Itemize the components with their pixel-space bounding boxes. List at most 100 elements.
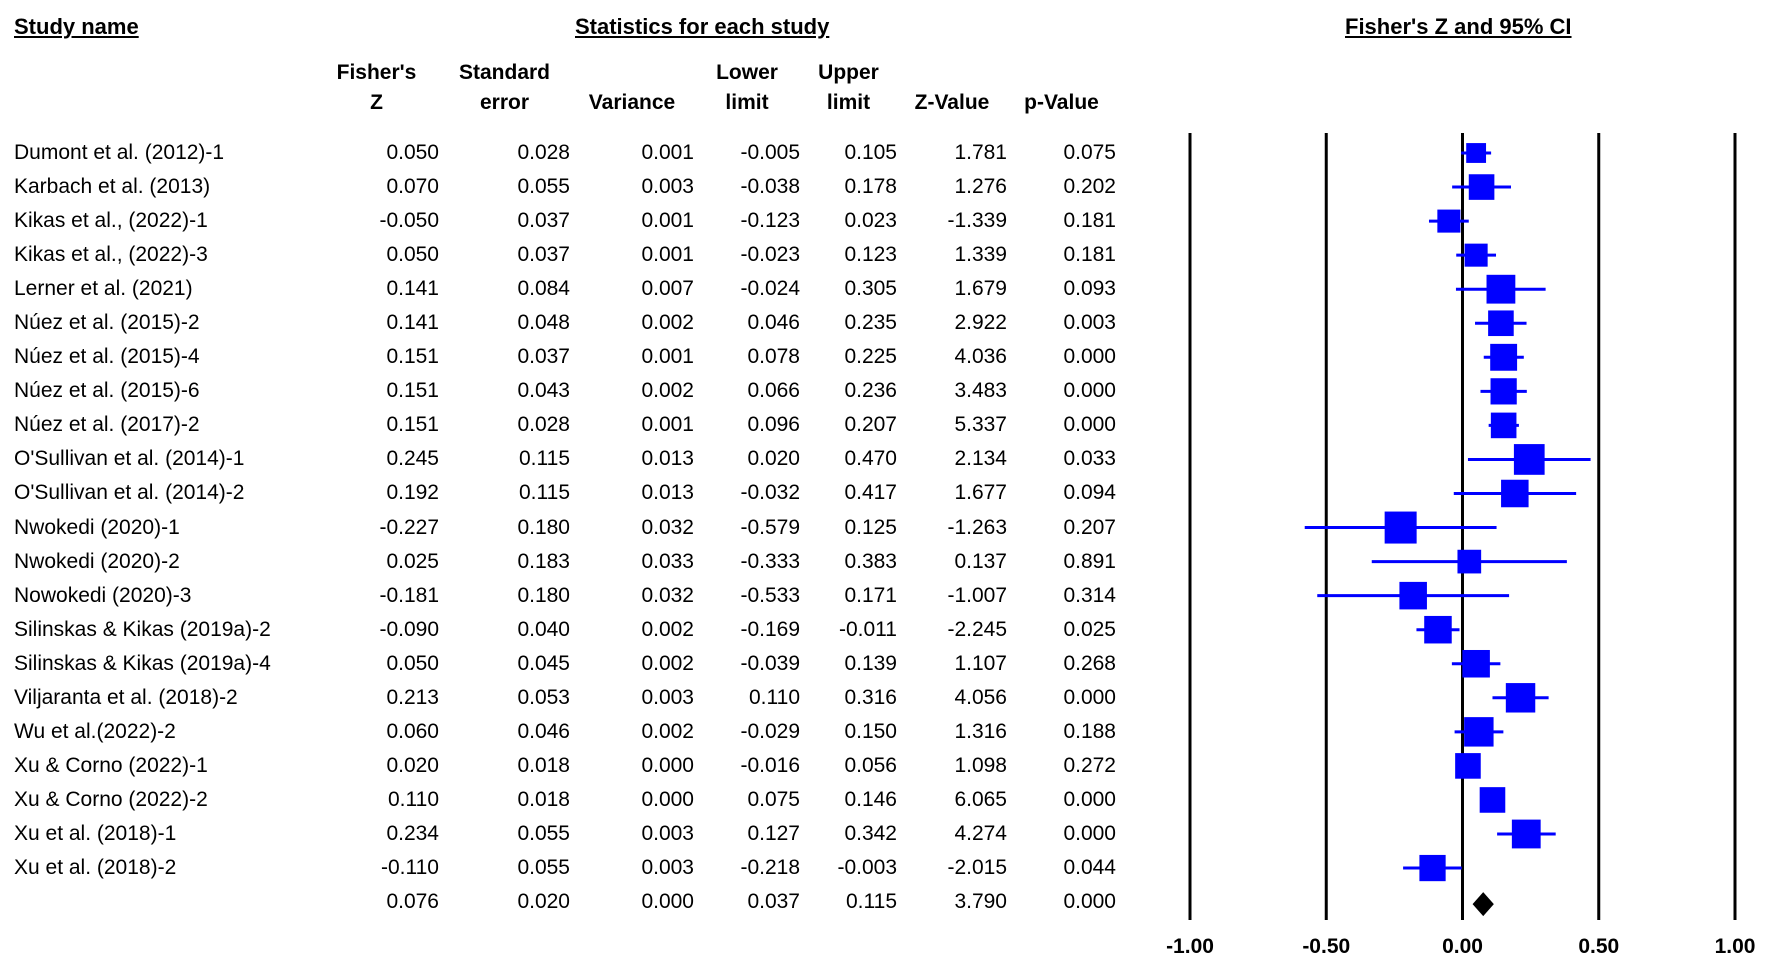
effect-square	[1424, 615, 1452, 644]
cell-z: 0.070	[386, 175, 439, 199]
x-tick-label: 0.50	[1578, 935, 1619, 958]
cell-var: 0.001	[641, 345, 694, 369]
cell-upper: 0.235	[844, 311, 897, 335]
cell-name: Kikas et al., (2022)-1	[14, 209, 208, 233]
effect-square	[1486, 274, 1516, 304]
cell-var: 0.002	[641, 379, 694, 403]
cell-zval: -1.263	[947, 515, 1007, 539]
cell-name: Karbach et al. (2013)	[14, 175, 211, 199]
cell-z: 0.141	[386, 277, 439, 301]
cell-var: 0.002	[641, 617, 694, 641]
cell-zval: 3.790	[954, 890, 1007, 914]
table-row: Xu & Corno (2022)-1 0.020 0.018 0.000 -0.016…	[8, 749, 1116, 783]
cell-var: 0.013	[641, 447, 694, 471]
cell-se: 0.180	[517, 583, 570, 607]
effect-square	[1455, 753, 1481, 779]
col-header-variance: Variance	[588, 91, 676, 114]
statistics-table: Dumont et al. (2012)-1 0.050 0.028 0.001 -0.…	[8, 136, 1116, 919]
cell-lower: 0.075	[747, 787, 800, 811]
cell-upper: -0.003	[837, 856, 897, 879]
cell-zval: 2.134	[954, 447, 1007, 471]
cell-var: 0.001	[641, 209, 694, 233]
cell-se: 0.055	[517, 175, 570, 199]
cell-upper: 0.417	[844, 481, 897, 505]
table-row: Núez et al. (2017)-2 0.151 0.028 0.001 0.096…	[8, 408, 1116, 442]
cell-zval: 1.276	[954, 175, 1007, 199]
cell-var: 0.033	[641, 549, 694, 573]
cell-p: 0.075	[1063, 141, 1116, 165]
effect-square	[1419, 854, 1446, 882]
cell-name: Núez et al. (2015)-2	[14, 311, 200, 335]
table-row: O'Sullivan et al. (2014)-2 0.192 0.115 0.01…	[8, 476, 1116, 510]
cell-upper: 0.316	[844, 685, 897, 709]
cell-upper: -0.011	[839, 617, 897, 641]
cell-upper: 0.207	[844, 413, 897, 437]
cell-se: 0.115	[519, 447, 570, 471]
effect-square	[1384, 511, 1417, 544]
cell-lower: -0.023	[740, 243, 800, 267]
cell-z: 0.076	[386, 890, 439, 914]
cell-name: Kikas et al., (2022)-3	[14, 243, 208, 267]
col-header-p-value: p-Value	[1024, 91, 1099, 114]
statistics-header: Statistics for each study	[575, 14, 830, 39]
effect-square	[1513, 444, 1545, 475]
cell-p: 0.044	[1063, 856, 1116, 879]
effect-square	[1488, 310, 1514, 337]
cell-var: 0.003	[641, 856, 694, 879]
table-row: Xu et al. (2018)-1 0.234 0.055 0.003 0.127 0.…	[8, 817, 1116, 851]
cell-se: 0.043	[517, 379, 570, 403]
cell-lower: 0.037	[747, 890, 800, 914]
col-header-fishers-z: Fisher's Z	[336, 61, 417, 114]
cell-zval: -1.339	[947, 209, 1007, 233]
cell-upper: 0.171	[844, 583, 897, 607]
cell-z: -0.050	[379, 209, 439, 233]
cell-upper: 0.305	[844, 277, 897, 301]
table-row: Kikas et al., (2022)-3 0.050 0.037 0.001 -0.…	[8, 238, 1116, 272]
cell-z: 0.050	[386, 141, 439, 165]
cell-se: 0.055	[517, 821, 570, 845]
col-header-lower-limit: Lower limit	[716, 61, 778, 114]
table-row: Silinskas & Kikas (2019a)-2 -0.090 0.040 0.…	[8, 613, 1116, 647]
cell-z: 0.050	[386, 243, 439, 267]
cell-lower: -0.032	[740, 481, 800, 505]
cell-p: 0.202	[1063, 175, 1116, 199]
cell-zval: 1.339	[954, 243, 1007, 267]
cell-p: 0.314	[1063, 583, 1116, 607]
cell-z: 0.020	[386, 753, 439, 777]
cell-name: Nwokedi (2020)-2	[14, 549, 180, 573]
cell-name: Xu et al. (2018)-2	[14, 856, 177, 879]
cell-p: 0.891	[1063, 549, 1116, 573]
cell-name: Xu & Corno (2022)-2	[14, 787, 208, 811]
cell-lower: 0.020	[747, 447, 800, 471]
x-tick-label: 1.00	[1715, 935, 1756, 958]
cell-upper: 0.056	[844, 753, 897, 777]
col-header-standard-error: Standard error	[458, 61, 550, 114]
cell-upper: 0.225	[844, 345, 897, 369]
cell-lower: -0.333	[740, 549, 800, 573]
study-name-header: Study name	[14, 14, 139, 39]
cell-name: Núez et al. (2015)-4	[14, 345, 200, 369]
effect-square	[1466, 143, 1487, 163]
x-tick-label: -1.00	[1166, 935, 1214, 958]
cell-name: Xu & Corno (2022)-1	[14, 753, 208, 777]
table-row: Kikas et al., (2022)-1 -0.050 0.037 0.001 -0…	[8, 204, 1116, 238]
cell-name: O'Sullivan et al. (2014)-2	[14, 481, 245, 505]
effect-square	[1505, 683, 1536, 713]
effect-square	[1462, 649, 1490, 678]
cell-se: 0.040	[517, 617, 570, 641]
cell-lower: 0.110	[749, 685, 800, 709]
cell-var: 0.002	[641, 651, 694, 675]
cell-var: 0.001	[641, 243, 694, 267]
cell-se: 0.018	[517, 753, 570, 777]
cell-var: 0.003	[641, 821, 694, 845]
cell-p: 0.181	[1063, 209, 1116, 233]
x-tick-label: -0.50	[1302, 935, 1350, 958]
cell-upper: 0.105	[844, 141, 897, 165]
effect-square	[1511, 819, 1541, 849]
cell-se: 0.180	[517, 515, 570, 539]
cell-name: Xu et al. (2018)-1	[14, 821, 177, 845]
table-row: Dumont et al. (2012)-1 0.050 0.028 0.001 -0.…	[8, 136, 1116, 170]
effect-square	[1490, 412, 1517, 439]
cell-lower: -0.123	[740, 209, 800, 233]
cell-p: 0.000	[1063, 787, 1116, 811]
